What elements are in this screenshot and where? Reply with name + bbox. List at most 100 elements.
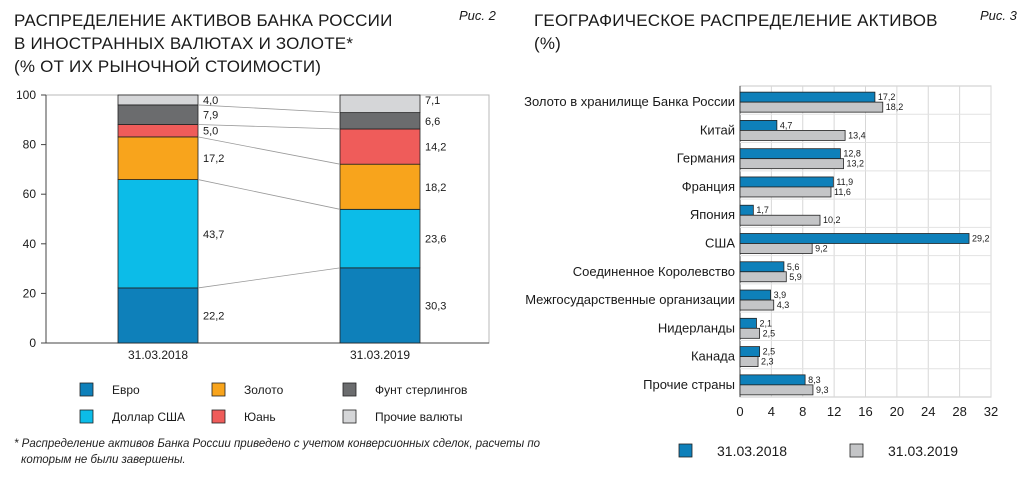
x-tick-label: 12 bbox=[827, 404, 841, 419]
right-figure-label: Рис. 3 bbox=[980, 8, 1017, 23]
bar bbox=[739, 158, 844, 170]
footnote-line: * Распределение активов Банка России при… bbox=[14, 438, 541, 450]
data-label: 2,5 bbox=[763, 328, 776, 338]
plot-frame bbox=[45, 94, 490, 344]
x-tick-label: 4 bbox=[768, 404, 775, 419]
data-label: 14,2 bbox=[425, 142, 446, 154]
data-label: 22,2 bbox=[203, 310, 224, 322]
data-label: 7,1 bbox=[425, 95, 440, 107]
right-title-line: (%) bbox=[534, 34, 562, 53]
x-tick-label: 32 bbox=[984, 404, 998, 419]
connector-line bbox=[197, 104, 341, 114]
data-label: 17,2 bbox=[878, 92, 896, 102]
bar-segment bbox=[117, 179, 199, 289]
bar bbox=[739, 384, 814, 396]
stacked-bar-chart: 0 20 40 60 80 100 22,2 43,7 17,2 5,0 7,9 4,0 31.03.2… bbox=[16, 88, 490, 424]
data-label: 7,9 bbox=[203, 110, 218, 122]
y-tick-label: 0 bbox=[29, 336, 36, 350]
data-label: 5,6 bbox=[787, 262, 800, 272]
bar-segment bbox=[117, 287, 199, 344]
category-label: Прочие страны bbox=[643, 377, 735, 392]
category-label: Золото в хранилище Банка России bbox=[524, 94, 735, 109]
x-tick-label: 28 bbox=[952, 404, 966, 419]
bar-segment bbox=[339, 267, 421, 344]
right-title-line: ГЕОГРАФИЧЕСКОЕ РАСПРЕДЕЛЕНИЕ АКТИВОВ bbox=[534, 11, 938, 30]
data-label: 23,6 bbox=[425, 234, 446, 246]
data-label: 8,3 bbox=[808, 375, 821, 385]
x-tick-label: 0 bbox=[736, 404, 743, 419]
legend-label: Доллар США bbox=[112, 410, 185, 424]
y-tick-label: 100 bbox=[16, 88, 36, 102]
bar-segment bbox=[117, 136, 199, 180]
connector-line bbox=[197, 136, 341, 165]
category-label: Япония bbox=[690, 207, 735, 222]
data-label: 2,1 bbox=[759, 318, 772, 328]
category-label: Соединенное Королевство bbox=[573, 264, 735, 279]
legend-swatch bbox=[342, 382, 357, 397]
legend-swatch bbox=[342, 409, 357, 424]
left-title-line: (% ОТ ИХ РЫНОЧНОЙ СТОИМОСТИ) bbox=[14, 57, 322, 76]
bar bbox=[739, 261, 785, 273]
data-label: 9,2 bbox=[815, 244, 828, 254]
bar bbox=[739, 233, 970, 244]
data-label: 17,2 bbox=[203, 153, 224, 165]
connector-line bbox=[197, 124, 341, 130]
data-label: 13,2 bbox=[847, 159, 865, 169]
bar bbox=[739, 204, 754, 216]
legend-swatch bbox=[849, 443, 864, 458]
data-label: 13,4 bbox=[848, 130, 866, 140]
footnote: * Распределение активов Банка России при… bbox=[14, 436, 540, 468]
legend-label: Золото bbox=[244, 383, 284, 397]
x-tick-label: 31.03.2018 bbox=[128, 348, 188, 362]
bar bbox=[739, 120, 778, 131]
legend-swatch bbox=[211, 382, 226, 397]
data-label: 3,9 bbox=[774, 290, 787, 300]
bar bbox=[739, 317, 757, 329]
bar bbox=[739, 374, 806, 386]
x-tick-label: 20 bbox=[890, 404, 904, 419]
y-tick-label: 20 bbox=[23, 286, 37, 300]
bar-segment bbox=[339, 208, 421, 269]
bar bbox=[739, 327, 761, 339]
legend-label: 31.03.2018 bbox=[717, 443, 787, 459]
bar-segment bbox=[339, 112, 421, 130]
data-label: 2,3 bbox=[761, 357, 774, 367]
bar bbox=[739, 299, 775, 311]
left-figure-label: Рис. 2 bbox=[459, 8, 496, 23]
y-tick-label: 40 bbox=[23, 237, 37, 251]
data-label: 4,7 bbox=[780, 120, 793, 130]
category-label: Франция bbox=[682, 179, 735, 194]
horizontal-bar-chart: 0 4 8 12 16 20 24 28 32 Золото в хранилище Банка … bbox=[524, 85, 998, 459]
bar-segment bbox=[117, 94, 199, 106]
category-label: Германия bbox=[677, 151, 735, 166]
x-tick-label: 16 bbox=[858, 404, 872, 419]
left-title-line: РАСПРЕДЕЛЕНИЕ АКТИВОВ БАНКА РОССИИ bbox=[14, 11, 393, 30]
data-label: 6,6 bbox=[425, 116, 440, 128]
data-label: 30,3 bbox=[425, 300, 446, 312]
category-label: Канада bbox=[691, 349, 736, 364]
footnote-line: которым не были завершены. bbox=[21, 454, 186, 466]
connector-line bbox=[197, 267, 341, 289]
y-tick-label: 80 bbox=[23, 138, 37, 152]
connector-line bbox=[197, 179, 341, 210]
right-chart-title: ГЕОГРАФИЧЕСКОЕ РАСПРЕДЕЛЕНИЕ АКТИВОВ (%) bbox=[534, 9, 938, 55]
bar bbox=[739, 186, 832, 198]
category-label: Китай bbox=[700, 122, 735, 137]
y-tick-label: 60 bbox=[23, 187, 37, 201]
legend-label: Фунт стерлингов bbox=[375, 383, 467, 397]
category-label: США bbox=[705, 236, 735, 251]
legend-label: Прочие валюты bbox=[375, 410, 462, 424]
bar bbox=[739, 176, 834, 188]
bar bbox=[739, 130, 846, 141]
legend-label: Юань bbox=[244, 410, 276, 424]
x-tick-label: 24 bbox=[921, 404, 935, 419]
bar bbox=[739, 101, 884, 113]
data-label: 11,9 bbox=[836, 177, 853, 187]
bar bbox=[739, 346, 761, 357]
bar-segment bbox=[339, 163, 421, 210]
bar-segment bbox=[339, 128, 421, 165]
bar-segment bbox=[117, 124, 199, 138]
bar bbox=[739, 243, 813, 254]
bar bbox=[739, 214, 821, 226]
